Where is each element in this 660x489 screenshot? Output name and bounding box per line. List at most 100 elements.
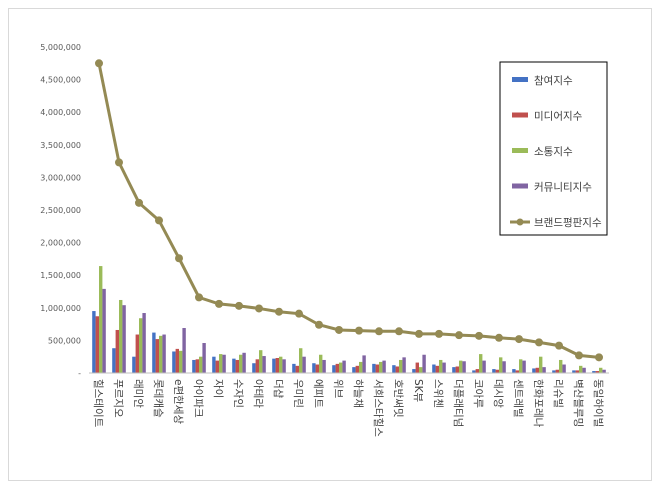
legend-label: 소통지수: [534, 146, 573, 158]
bar-1-7: [212, 356, 216, 373]
bar-1-16: [392, 365, 396, 373]
bar-4-17: [422, 354, 426, 373]
bar-3-3: [139, 318, 143, 373]
bar-4-10: [282, 359, 286, 373]
bar-2-5: [175, 348, 179, 373]
x-category-label: 우미린: [292, 379, 304, 408]
bar-2-20: [475, 369, 479, 373]
bar-3-16: [399, 359, 403, 373]
bar-4-2: [122, 305, 126, 373]
y-tick-label: 5,000,000: [40, 43, 81, 52]
line-point-4: [155, 216, 163, 225]
bar-3-1: [99, 266, 103, 373]
bar-4-22: [522, 360, 526, 373]
bar-1-4: [152, 332, 156, 373]
bar-4-6: [202, 343, 206, 373]
bar-1-14: [352, 367, 356, 373]
bar-1-18: [432, 364, 436, 373]
bar-4-20: [482, 360, 486, 373]
bar-3-5: [179, 350, 183, 373]
bar-1-13: [332, 365, 336, 373]
y-tick-label: -: [78, 369, 81, 378]
x-axis: 힐스테이트 푸르지오 래미안 롯데캐슬 e편한세상 아이파크 자이 수자인 아테라 더샵 우미린 에피…: [89, 372, 609, 437]
bar-3-19: [459, 360, 463, 373]
bar-4-19: [462, 361, 466, 373]
legend-label: 커뮤니티지수: [534, 182, 592, 194]
chart-frame: - 500,000 1,000,000 1,500,000 2,000,000 2,500…: [8, 8, 652, 481]
bar-1-24: [552, 370, 556, 373]
line-point-5: [175, 254, 183, 263]
x-category-label: 아이파크: [192, 379, 204, 418]
legend-label: 참여지수: [534, 75, 573, 87]
bar-1-15: [372, 363, 376, 373]
bar-4-11: [302, 356, 306, 373]
line-point-18: [435, 329, 443, 338]
bar-4-14: [362, 355, 366, 373]
bar-1-23: [532, 368, 536, 373]
bar-4-13: [342, 360, 346, 373]
bar-3-12: [319, 354, 323, 373]
x-category-label: 호반써밋: [392, 379, 404, 418]
bar-3-15: [379, 361, 383, 373]
bar-1-11: [292, 363, 296, 373]
line-series-group: [95, 59, 603, 362]
x-category-label: 아테라: [252, 379, 264, 408]
y-tick-label: 2,000,000: [40, 239, 81, 248]
bar-1-2: [112, 348, 116, 373]
line-point-19: [455, 331, 463, 340]
bar-3-23: [539, 356, 543, 373]
bar-2-19: [455, 366, 459, 373]
bar-3-24: [559, 359, 563, 373]
x-category-label: 래미안: [132, 379, 144, 408]
bar-2-3: [135, 334, 139, 373]
line-point-1: [95, 59, 103, 68]
bar-2-22: [515, 370, 519, 373]
line-point-12: [315, 320, 323, 329]
bar-4-1: [102, 288, 106, 373]
x-category-label: 데시앙: [492, 379, 504, 408]
line-point-7: [215, 299, 223, 308]
x-category-label: e편한세상: [172, 379, 185, 424]
line-point-6: [195, 293, 203, 302]
bar-2-24: [555, 369, 559, 373]
bar-1-21: [492, 369, 496, 373]
line-point-22: [515, 335, 523, 344]
bar-4-24: [562, 364, 566, 373]
line-point-21: [495, 333, 503, 342]
bar-2-18: [435, 365, 439, 373]
line-point-20: [475, 331, 483, 340]
bar-1-10: [272, 358, 276, 373]
line-point-24: [555, 341, 563, 350]
bar-4-12: [322, 359, 326, 373]
bar-3-22: [519, 359, 523, 373]
x-category-label: 리슈빌: [552, 379, 564, 408]
line-point-13: [335, 325, 343, 334]
bar-1-19: [452, 367, 456, 373]
bar-1-1: [92, 311, 96, 373]
bar-2-1: [95, 316, 99, 373]
bar-3-21: [499, 357, 503, 373]
y-tick-label: 4,500,000: [40, 76, 81, 85]
bar-4-4: [162, 334, 166, 373]
bar-4-9: [262, 356, 266, 373]
bar-4-8: [242, 352, 246, 373]
bar-2-12: [315, 364, 319, 373]
y-tick-label: 4,000,000: [40, 108, 81, 117]
x-category-label: 서희스타힐스: [372, 379, 385, 437]
bar-3-14: [359, 361, 363, 373]
bar-2-25: [575, 370, 579, 373]
bar-4-7: [222, 354, 226, 373]
x-category-label: 하늘채: [352, 379, 365, 408]
bar-3-25: [579, 365, 583, 373]
bar-3-18: [439, 359, 443, 373]
bar-4-23: [542, 367, 546, 373]
line-point-3: [135, 198, 143, 207]
bar-3-2: [119, 299, 123, 373]
bar-2-11: [295, 365, 299, 373]
bar-3-7: [219, 354, 223, 373]
bar-2-2: [115, 329, 119, 373]
x-category-label: 위브: [332, 379, 345, 399]
line-point-17: [415, 329, 423, 338]
line-point-14: [355, 326, 363, 335]
x-category-label: 푸르지오: [112, 379, 124, 418]
